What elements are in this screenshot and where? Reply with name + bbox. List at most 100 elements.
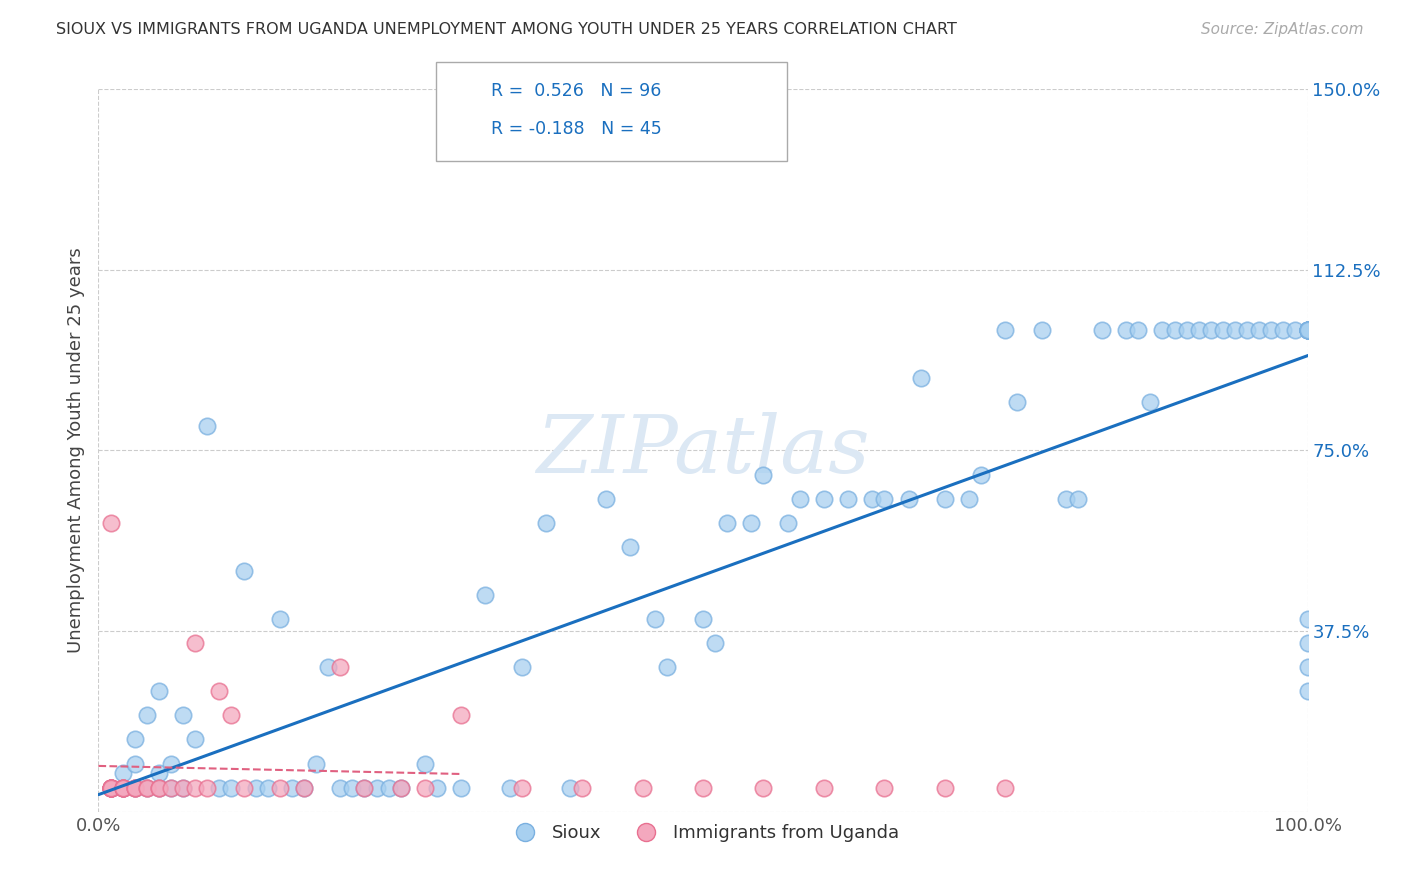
Point: [1296, 323, 1319, 337]
Point: [100, 780, 122, 795]
Point: [897, 491, 920, 506]
Legend: Sioux, Immigrants from Uganda: Sioux, Immigrants from Uganda: [499, 817, 907, 850]
Point: [292, 780, 315, 795]
Point: [232, 780, 254, 795]
Point: [1296, 323, 1319, 337]
Point: [1188, 323, 1211, 337]
Point: [776, 516, 799, 530]
Point: [704, 636, 727, 650]
Point: [837, 491, 859, 506]
Point: [100, 780, 122, 795]
Point: [172, 708, 194, 723]
Point: [1067, 491, 1090, 506]
Point: [934, 780, 956, 795]
Point: [1296, 323, 1319, 337]
Point: [1139, 395, 1161, 409]
Point: [1296, 636, 1319, 650]
Point: [100, 780, 122, 795]
Point: [1296, 323, 1319, 337]
Point: [860, 491, 883, 506]
Point: [377, 780, 399, 795]
Point: [1091, 323, 1114, 337]
Point: [994, 780, 1017, 795]
Point: [148, 766, 170, 780]
Point: [316, 660, 339, 674]
Text: R = -0.188   N = 45: R = -0.188 N = 45: [491, 120, 661, 138]
Point: [305, 756, 328, 771]
Point: [135, 780, 157, 795]
Point: [1199, 323, 1222, 337]
Point: [221, 780, 243, 795]
Point: [124, 732, 146, 747]
Point: [413, 756, 436, 771]
Point: [160, 780, 183, 795]
Point: [269, 612, 291, 626]
Point: [111, 780, 134, 795]
Point: [1272, 323, 1295, 337]
Point: [970, 467, 993, 482]
Point: [111, 780, 134, 795]
Point: [184, 732, 207, 747]
Point: [813, 491, 835, 506]
Point: [111, 766, 134, 780]
Point: [281, 780, 304, 795]
Point: [124, 756, 146, 771]
Point: [1152, 323, 1174, 337]
Point: [1296, 323, 1319, 337]
Point: [1054, 491, 1077, 506]
Point: [389, 780, 412, 795]
Point: [426, 780, 449, 795]
Point: [1296, 323, 1319, 337]
Point: [1007, 395, 1029, 409]
Point: [1115, 323, 1137, 337]
Point: [1163, 323, 1185, 337]
Point: [1260, 323, 1282, 337]
Point: [100, 780, 122, 795]
Point: [232, 564, 254, 578]
Point: [208, 684, 231, 698]
Point: [124, 780, 146, 795]
Point: [148, 684, 170, 698]
Point: [510, 660, 533, 674]
Point: [160, 780, 183, 795]
Point: [245, 780, 267, 795]
Point: [873, 491, 896, 506]
Point: [100, 780, 122, 795]
Text: SIOUX VS IMMIGRANTS FROM UGANDA UNEMPLOYMENT AMONG YOUTH UNDER 25 YEARS CORRELAT: SIOUX VS IMMIGRANTS FROM UGANDA UNEMPLOY…: [56, 22, 957, 37]
Y-axis label: Unemployment Among Youth under 25 years: Unemployment Among Youth under 25 years: [66, 248, 84, 653]
Point: [329, 780, 352, 795]
Point: [124, 780, 146, 795]
Point: [752, 467, 775, 482]
Point: [195, 419, 218, 434]
Point: [957, 491, 980, 506]
Point: [474, 588, 496, 602]
Point: [740, 516, 762, 530]
Point: [498, 780, 520, 795]
Point: [1296, 612, 1319, 626]
Point: [1296, 323, 1319, 337]
Point: [1236, 323, 1258, 337]
Point: [692, 612, 714, 626]
Point: [111, 780, 134, 795]
Point: [329, 660, 352, 674]
Point: [100, 780, 122, 795]
Point: [1296, 323, 1319, 337]
Point: [450, 780, 472, 795]
Point: [184, 780, 207, 795]
Point: [124, 780, 146, 795]
Point: [1284, 323, 1306, 337]
Point: [450, 708, 472, 723]
Point: [571, 780, 593, 795]
Point: [100, 780, 122, 795]
Point: [135, 780, 157, 795]
Point: [534, 516, 557, 530]
Point: [100, 780, 122, 795]
Point: [510, 780, 533, 795]
Point: [256, 780, 278, 795]
Point: [184, 636, 207, 650]
Point: [1249, 323, 1271, 337]
Point: [366, 780, 388, 795]
Point: [172, 780, 194, 795]
Point: [1296, 684, 1319, 698]
Point: [752, 780, 775, 795]
